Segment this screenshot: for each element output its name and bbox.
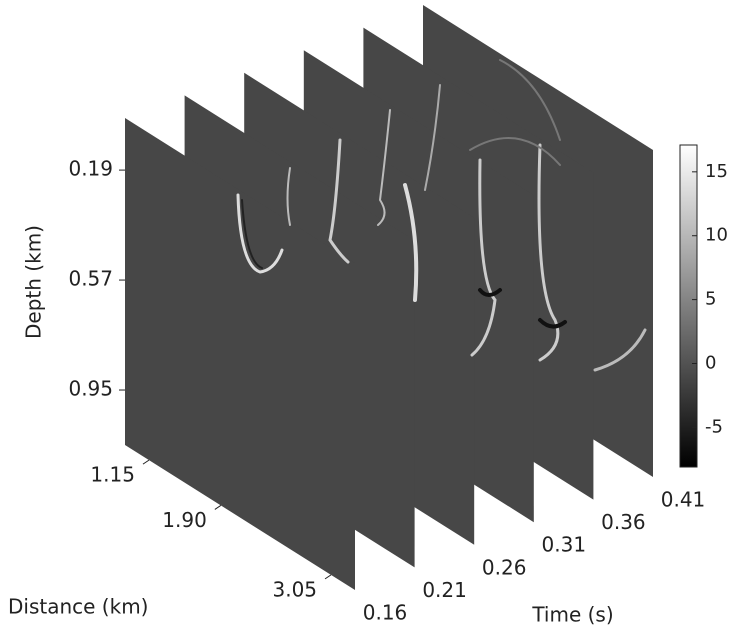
- wavefront: [537, 143, 560, 362]
- z-tick-label: 1.15: [90, 463, 135, 487]
- wavefront: [377, 109, 391, 226]
- wavefront: [403, 183, 419, 302]
- wavefront: [478, 288, 502, 297]
- wavefront: [499, 59, 561, 141]
- x-tick-label: 0.21: [422, 578, 467, 602]
- z-tick-label: 3.05: [273, 577, 318, 601]
- wavefront: [286, 167, 291, 226]
- wavefront: [424, 84, 441, 191]
- z-axis-label: Distance (km): [8, 595, 148, 619]
- colorbar-tick-label: 10: [705, 225, 728, 246]
- z-tick: [142, 459, 150, 465]
- y-tick-label: 0.57: [68, 267, 113, 291]
- wavefront: [469, 137, 561, 166]
- z-tick: [214, 505, 222, 510]
- wavefront: [241, 199, 263, 269]
- colorbar-tick-label: 0: [705, 353, 716, 374]
- x-tick-label: 0.26: [482, 555, 527, 579]
- z-tick-label: 1.90: [162, 508, 207, 532]
- colorbar: -5 0 5 10 15: [679, 144, 728, 468]
- colorbar-tick-label: 15: [705, 161, 728, 182]
- x-tick-label: 0.16: [363, 601, 408, 625]
- colorbar-tick-label: -5: [705, 416, 723, 437]
- y-tick-label: 0.95: [68, 377, 113, 401]
- colorbar-scale: [679, 144, 698, 468]
- wavefront: [538, 318, 567, 329]
- colorbar-tick-label: 5: [705, 289, 716, 310]
- x-tick-label: 0.31: [542, 533, 587, 557]
- wavefronts: [236, 59, 647, 372]
- y-axis-label: Depth (km): [22, 225, 46, 339]
- x-axis-label: Time (s): [531, 603, 613, 627]
- slices: [125, 5, 653, 590]
- wavefront: [236, 193, 284, 274]
- x-tick-label: 0.41: [661, 488, 706, 512]
- wavefront: [593, 328, 647, 372]
- axes: 0.41 0.36 0.31 0.26 0.21 0.16 0.19 0.57 0.95 1.15…: [68, 157, 705, 625]
- wavefront: [328, 138, 350, 264]
- x-tick-label: 0.36: [601, 510, 646, 534]
- z-tick: [324, 574, 332, 580]
- y-tick-label: 0.19: [68, 157, 113, 181]
- slice: [125, 118, 355, 590]
